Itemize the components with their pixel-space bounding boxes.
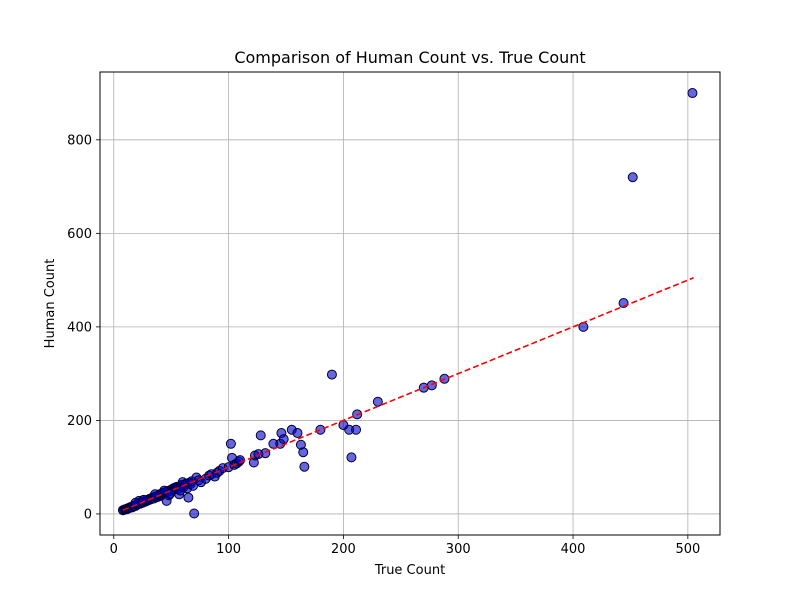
scatter-point bbox=[260, 448, 271, 459]
y-tick-label: 600 bbox=[67, 227, 92, 242]
x-tick-label: 400 bbox=[561, 542, 586, 557]
grid-lines bbox=[100, 72, 720, 535]
scatter-point bbox=[255, 430, 266, 441]
y-tick-label: 800 bbox=[67, 133, 92, 148]
x-tick-label: 500 bbox=[675, 542, 700, 557]
scatter-point bbox=[326, 369, 337, 380]
y-axis-label: Human Count bbox=[43, 259, 58, 349]
reference-line bbox=[122, 277, 694, 511]
y-tick-label: 400 bbox=[67, 320, 92, 335]
scatter-point bbox=[278, 434, 289, 445]
axis-ticks: 0 100 200 300 400 500 0 200 400 600 800 bbox=[67, 133, 700, 557]
scatter-point bbox=[189, 508, 200, 519]
scatter-point bbox=[183, 492, 194, 503]
x-axis-label: True Count bbox=[374, 563, 445, 578]
scatter-point bbox=[372, 396, 383, 407]
scatter-point bbox=[298, 447, 309, 458]
scatter-point bbox=[687, 88, 698, 99]
data-points bbox=[117, 88, 698, 519]
x-tick-label: 100 bbox=[216, 542, 241, 557]
chart-title: Comparison of Human Count vs. True Count bbox=[234, 48, 585, 67]
scatter-point bbox=[292, 428, 303, 439]
scatter-point bbox=[346, 452, 357, 463]
scatter-point bbox=[299, 461, 310, 472]
scatter-point bbox=[150, 489, 161, 500]
x-tick-label: 300 bbox=[446, 542, 471, 557]
reference-line-group bbox=[122, 277, 694, 511]
plot-frame bbox=[99, 71, 721, 536]
scatter-point bbox=[351, 424, 362, 435]
scatter-point bbox=[426, 380, 437, 391]
scatter-point bbox=[225, 438, 236, 449]
y-tick-label: 200 bbox=[67, 414, 92, 429]
scatter-point bbox=[578, 321, 589, 332]
x-tick-label: 0 bbox=[110, 542, 118, 557]
scatter-point bbox=[627, 172, 638, 183]
x-tick-label: 200 bbox=[331, 542, 356, 557]
y-tick-label: 0 bbox=[84, 507, 92, 522]
scatter-point bbox=[315, 424, 326, 435]
